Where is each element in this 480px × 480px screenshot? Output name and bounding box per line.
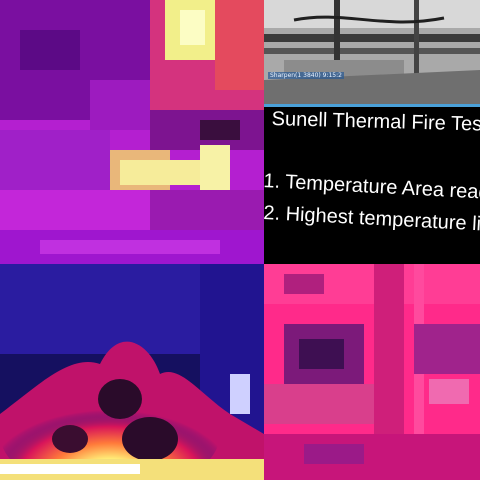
slide-line-1: 1. Temperature Area readin [264,170,480,205]
slide-line-2: 2. Highest temperature live [264,202,480,237]
thermal-image-top-left [0,0,264,264]
thermal-tile-bottom-right [264,264,480,480]
slide-tile-top-right: Sharpen(1 3840) 9:15:2 Sunell Thermal Fi… [264,0,480,264]
camera-overlay-label: Sharpen(1 3840) 9:15:2 [268,72,344,79]
thermal-tile-top-left [0,0,264,264]
slide-title: Sunell Thermal Fire Test. [271,108,480,136]
thermal-image-bottom-right [264,264,480,480]
industrial-scene-image [264,0,480,104]
camera-feed-strip: Sharpen(1 3840) 9:15:2 [264,0,480,107]
thermal-tile-bottom-left [0,264,264,480]
thermal-fire-image [0,264,264,480]
